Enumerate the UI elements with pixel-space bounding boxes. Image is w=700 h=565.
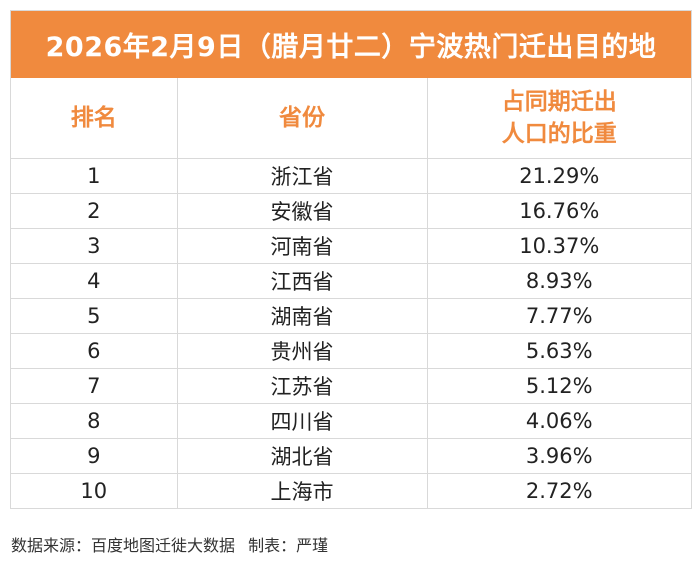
province-cell: 上海市 (177, 473, 428, 508)
share-cell: 10.37% (427, 228, 691, 264)
share-cell: 5.63% (427, 333, 691, 369)
rank-cell: 8 (11, 403, 178, 439)
province-cell: 湖南省 (177, 298, 428, 334)
data-source: 数据来源：百度地图迁徙大数据 (11, 536, 236, 555)
rank-cell: 3 (11, 228, 178, 264)
share-cell: 4.06% (427, 403, 691, 439)
province-cell: 江西省 (177, 263, 428, 299)
header-share: 占同期迁出 人口的比重 (427, 78, 691, 159)
header-share-line1: 占同期迁出 (501, 89, 617, 115)
share-cell: 21.29% (427, 158, 691, 194)
rank-cell: 2 (11, 193, 178, 229)
share-cell: 2.72% (525, 479, 593, 503)
rank-cell: 1 (11, 158, 178, 194)
header-row: 排名 省份 占同期迁出 人口的比重 (11, 78, 691, 159)
province-cell: 贵州省 (177, 333, 428, 369)
rank-cell: 10 (11, 473, 178, 508)
table-row: 3 河南省 10.37% (11, 228, 691, 264)
header-rank: 排名 (11, 78, 178, 159)
province-cell: 浙江省 (177, 158, 428, 194)
table-row: 8 四川省 4.06% (11, 403, 691, 439)
share-cell: 3.96% (427, 438, 691, 474)
table-row: 10 上海市 2.72% (11, 473, 691, 508)
header-share-line2: 人口的比重 (501, 121, 617, 147)
province-cell: 江苏省 (177, 368, 428, 404)
table-row: 9 湖北省 3.96% (11, 438, 691, 474)
header-province: 省份 (177, 78, 428, 159)
rank-cell: 4 (11, 263, 178, 299)
migration-table: 2026年2月9日（腊月廿二）宁波热门迁出目的地 排名 省份 占同期迁出 人口的… (10, 10, 692, 509)
table-row: 4 江西省 8.93% (11, 263, 691, 299)
table-row: 7 江苏省 5.12% (11, 368, 691, 404)
table-credit: 制表：严瑾 (248, 536, 329, 555)
table-row: 5 湖南省 7.77% (11, 298, 691, 334)
share-cell: 7.77% (427, 298, 691, 334)
table-row: 1 浙江省 21.29% (11, 158, 691, 194)
province-cell: 河南省 (177, 228, 428, 264)
rank-cell: 7 (11, 368, 178, 404)
share-cell: 5.12% (427, 368, 691, 404)
rank-cell: 5 (11, 298, 178, 334)
share-cell: 16.76% (427, 193, 691, 229)
province-cell: 四川省 (177, 403, 428, 439)
share-cell: 8.93% (427, 263, 691, 299)
data-table: 排名 省份 占同期迁出 人口的比重 1 浙江省 21.29% 2 安徽省 16.… (11, 78, 691, 508)
footer-note: 数据来源：百度地图迁徙大数据 制表：严瑾 (11, 532, 328, 556)
table-title: 2026年2月9日（腊月廿二）宁波热门迁出目的地 (11, 11, 691, 78)
province-cell: 湖北省 (177, 438, 428, 474)
table-row: 6 贵州省 5.63% (11, 333, 691, 369)
province-cell: 安徽省 (177, 193, 428, 229)
table-row: 2 安徽省 16.76% (11, 193, 691, 229)
rank-cell: 9 (11, 438, 178, 474)
rank-cell: 6 (11, 333, 178, 369)
